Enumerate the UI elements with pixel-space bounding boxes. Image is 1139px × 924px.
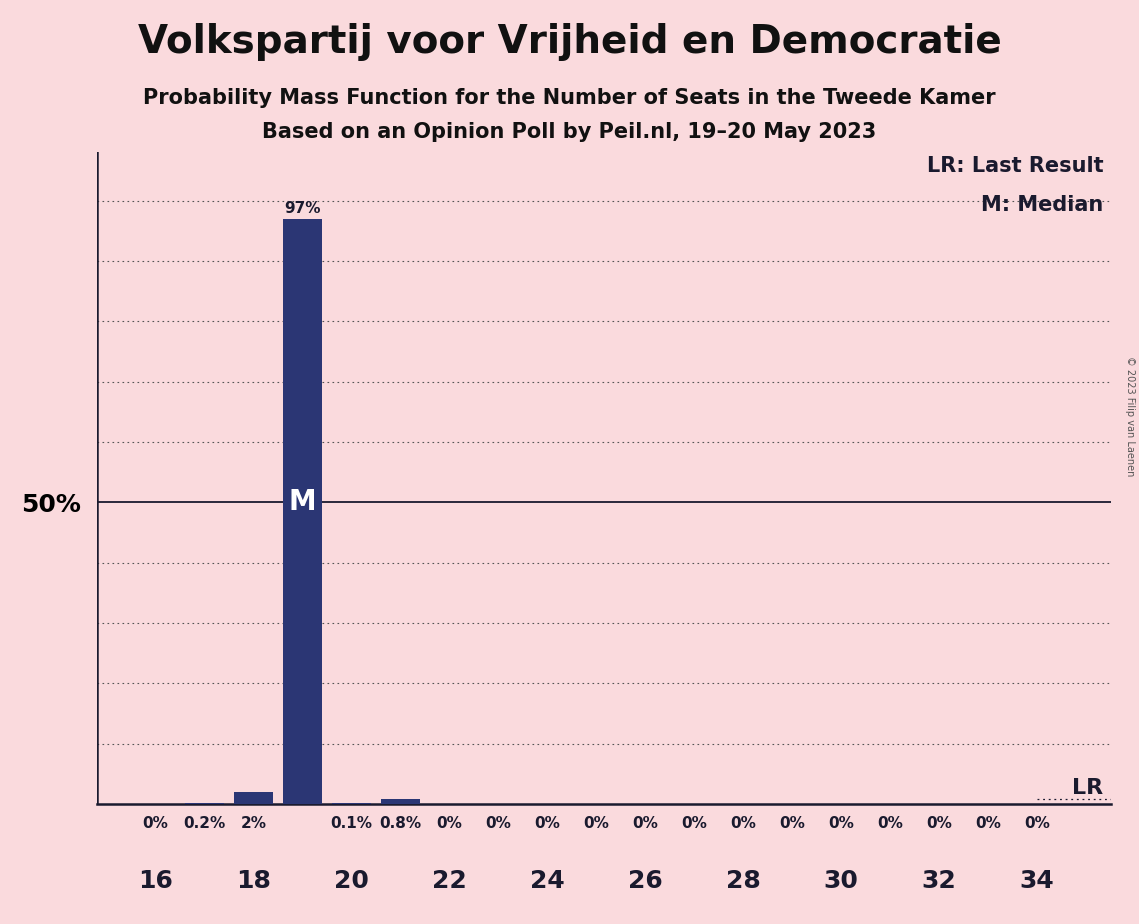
Text: 0%: 0% <box>436 816 462 831</box>
Text: Based on an Opinion Poll by Peil.nl, 19–20 May 2023: Based on an Opinion Poll by Peil.nl, 19–… <box>262 122 877 142</box>
Text: 34: 34 <box>1019 869 1055 893</box>
Text: © 2023 Filip van Laenen: © 2023 Filip van Laenen <box>1125 356 1134 476</box>
Text: 0%: 0% <box>142 816 169 831</box>
Bar <box>185 803 224 804</box>
Text: 16: 16 <box>138 869 173 893</box>
Text: 0.1%: 0.1% <box>330 816 372 831</box>
Text: 0.2%: 0.2% <box>183 816 226 831</box>
Text: 0%: 0% <box>779 816 805 831</box>
Text: M: Median: M: Median <box>981 195 1104 214</box>
Text: LR: Last Result: LR: Last Result <box>927 156 1104 176</box>
Bar <box>233 792 273 804</box>
Text: Volkspartij voor Vrijheid en Democratie: Volkspartij voor Vrijheid en Democratie <box>138 23 1001 61</box>
Text: 28: 28 <box>726 869 761 893</box>
Bar <box>380 799 420 804</box>
Text: LR: LR <box>1072 778 1104 797</box>
Text: M: M <box>288 488 317 517</box>
Text: 0%: 0% <box>975 816 1001 831</box>
Text: 0%: 0% <box>828 816 854 831</box>
Text: 0%: 0% <box>877 816 903 831</box>
Text: 0%: 0% <box>485 816 511 831</box>
Text: 0%: 0% <box>583 816 609 831</box>
Text: 0%: 0% <box>1024 816 1050 831</box>
Text: 0%: 0% <box>730 816 756 831</box>
Text: 20: 20 <box>334 869 369 893</box>
Bar <box>282 219 322 804</box>
Text: Probability Mass Function for the Number of Seats in the Tweede Kamer: Probability Mass Function for the Number… <box>144 88 995 108</box>
Text: 24: 24 <box>530 869 565 893</box>
Text: 32: 32 <box>921 869 957 893</box>
Text: 0%: 0% <box>534 816 560 831</box>
Text: 0%: 0% <box>926 816 952 831</box>
Text: 0.8%: 0.8% <box>379 816 421 831</box>
Text: 26: 26 <box>628 869 663 893</box>
Text: 2%: 2% <box>240 816 267 831</box>
Text: 0%: 0% <box>632 816 658 831</box>
Text: 18: 18 <box>236 869 271 893</box>
Text: 0%: 0% <box>681 816 707 831</box>
Text: 22: 22 <box>432 869 467 893</box>
Text: 30: 30 <box>823 869 859 893</box>
Text: 97%: 97% <box>285 201 321 216</box>
